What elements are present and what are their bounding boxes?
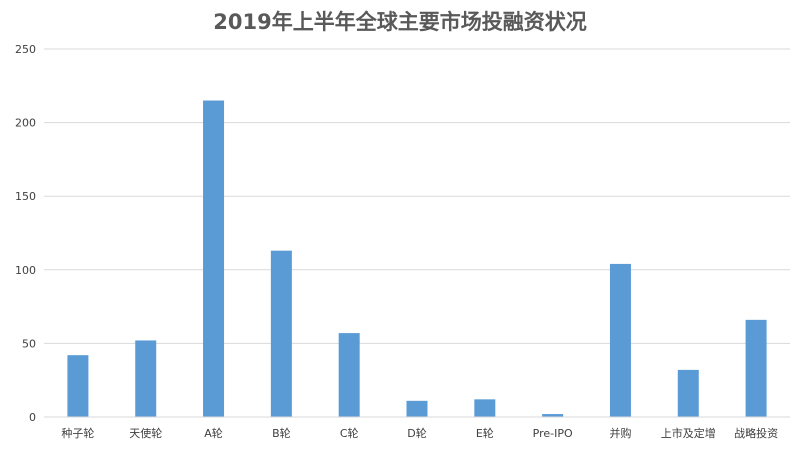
x-category-label: B轮 — [272, 426, 291, 440]
y-tick-label: 0 — [29, 411, 36, 424]
y-tick-label: 100 — [15, 264, 36, 277]
x-category-label: A轮 — [204, 426, 223, 440]
y-tick-label: 50 — [22, 337, 36, 350]
x-category-label: 天使轮 — [129, 426, 162, 440]
bar-10 — [745, 319, 767, 417]
y-tick-label: 200 — [15, 117, 36, 130]
bar-5 — [406, 400, 428, 417]
bar-2 — [203, 100, 225, 418]
bar-1 — [135, 340, 157, 417]
x-category-label: E轮 — [476, 426, 494, 440]
bars — [67, 100, 767, 418]
x-category-label: 种子轮 — [61, 426, 94, 440]
bar-4 — [338, 333, 360, 417]
bar-7 — [542, 414, 564, 417]
y-tick-label: 150 — [15, 190, 36, 203]
x-category-label: Pre-IPO — [533, 427, 573, 440]
bar-9 — [677, 369, 699, 417]
bar-3 — [270, 250, 292, 417]
x-category-label: C轮 — [340, 426, 359, 440]
grid-lines — [44, 48, 790, 344]
chart-title: 2019年上半年全球主要市场投融资状况 — [213, 10, 587, 34]
x-category-label: 并购 — [609, 426, 631, 440]
y-tick-label: 250 — [15, 43, 36, 56]
bar-8 — [609, 263, 631, 417]
x-category-label: 战略投资 — [734, 426, 778, 440]
y-axis-ticks: 0 50 100 150 200 250 — [15, 43, 36, 424]
x-category-label: D轮 — [407, 426, 426, 440]
bar-0 — [67, 355, 89, 417]
bar-6 — [474, 399, 496, 417]
x-axis-labels: 种子轮 天使轮 A轮 B轮 C轮 D轮 E轮 Pre-IPO 并购 上市及定增 战略投资 — [61, 426, 778, 440]
x-category-label: 上市及定增 — [661, 426, 716, 440]
